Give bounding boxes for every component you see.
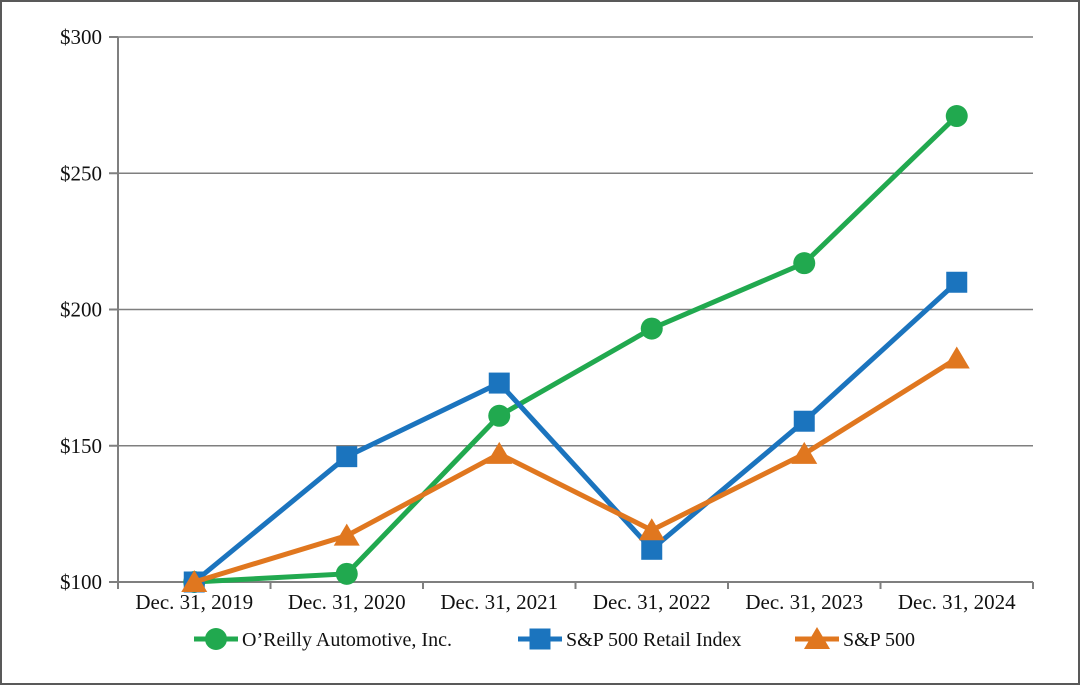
series-line	[194, 114, 959, 585]
square-marker	[488, 372, 510, 394]
y-axis-label: $200	[60, 298, 102, 322]
circle-marker	[640, 317, 663, 340]
triangle-marker	[804, 627, 830, 649]
series-0	[183, 105, 968, 593]
x-axis-label: Dec. 31, 2024	[898, 590, 1016, 614]
square-marker	[336, 446, 358, 468]
circle-marker	[945, 105, 968, 128]
triangle-marker	[181, 570, 208, 592]
x-axis-label: Dec. 31, 2021	[440, 590, 558, 614]
x-axis-label: Dec. 31, 2022	[593, 590, 711, 614]
circle-marker	[488, 404, 511, 427]
legend-item: S&P 500 Retail Index	[518, 628, 741, 651]
series-line	[193, 356, 959, 585]
y-axis-label: $100	[60, 570, 102, 594]
square-marker	[529, 628, 551, 650]
legend-label: S&P 500 Retail Index	[566, 629, 741, 651]
x-axis-label: Dec. 31, 2023	[745, 590, 863, 614]
series-2	[181, 346, 970, 592]
circle-marker	[335, 562, 358, 585]
triangle-marker	[333, 523, 360, 546]
circle-marker	[205, 628, 227, 650]
series-1	[183, 271, 968, 593]
y-axis-label: $250	[60, 161, 102, 185]
legend-label: S&P 500	[843, 629, 915, 651]
square-marker	[946, 271, 968, 293]
x-axis-label: Dec. 31, 2019	[135, 590, 253, 614]
x-axis-label: Dec. 31, 2020	[288, 590, 406, 614]
triangle-marker	[486, 441, 513, 464]
y-axis-label: $150	[60, 434, 102, 458]
legend: O’Reilly Automotive, Inc. S&P 500 Retail …	[194, 627, 915, 651]
circle-marker	[793, 252, 816, 275]
y-axis-label: $300	[60, 25, 102, 49]
triangle-marker	[943, 346, 970, 369]
square-marker	[641, 538, 663, 560]
legend-item: S&P 500	[795, 627, 915, 651]
legend-label: O’Reilly Automotive, Inc.	[242, 629, 452, 651]
legend-item: O’Reilly Automotive, Inc.	[194, 628, 452, 651]
square-marker	[793, 410, 815, 432]
triangle-marker	[791, 441, 818, 464]
triangle-marker	[638, 518, 665, 541]
series-line	[192, 280, 959, 584]
